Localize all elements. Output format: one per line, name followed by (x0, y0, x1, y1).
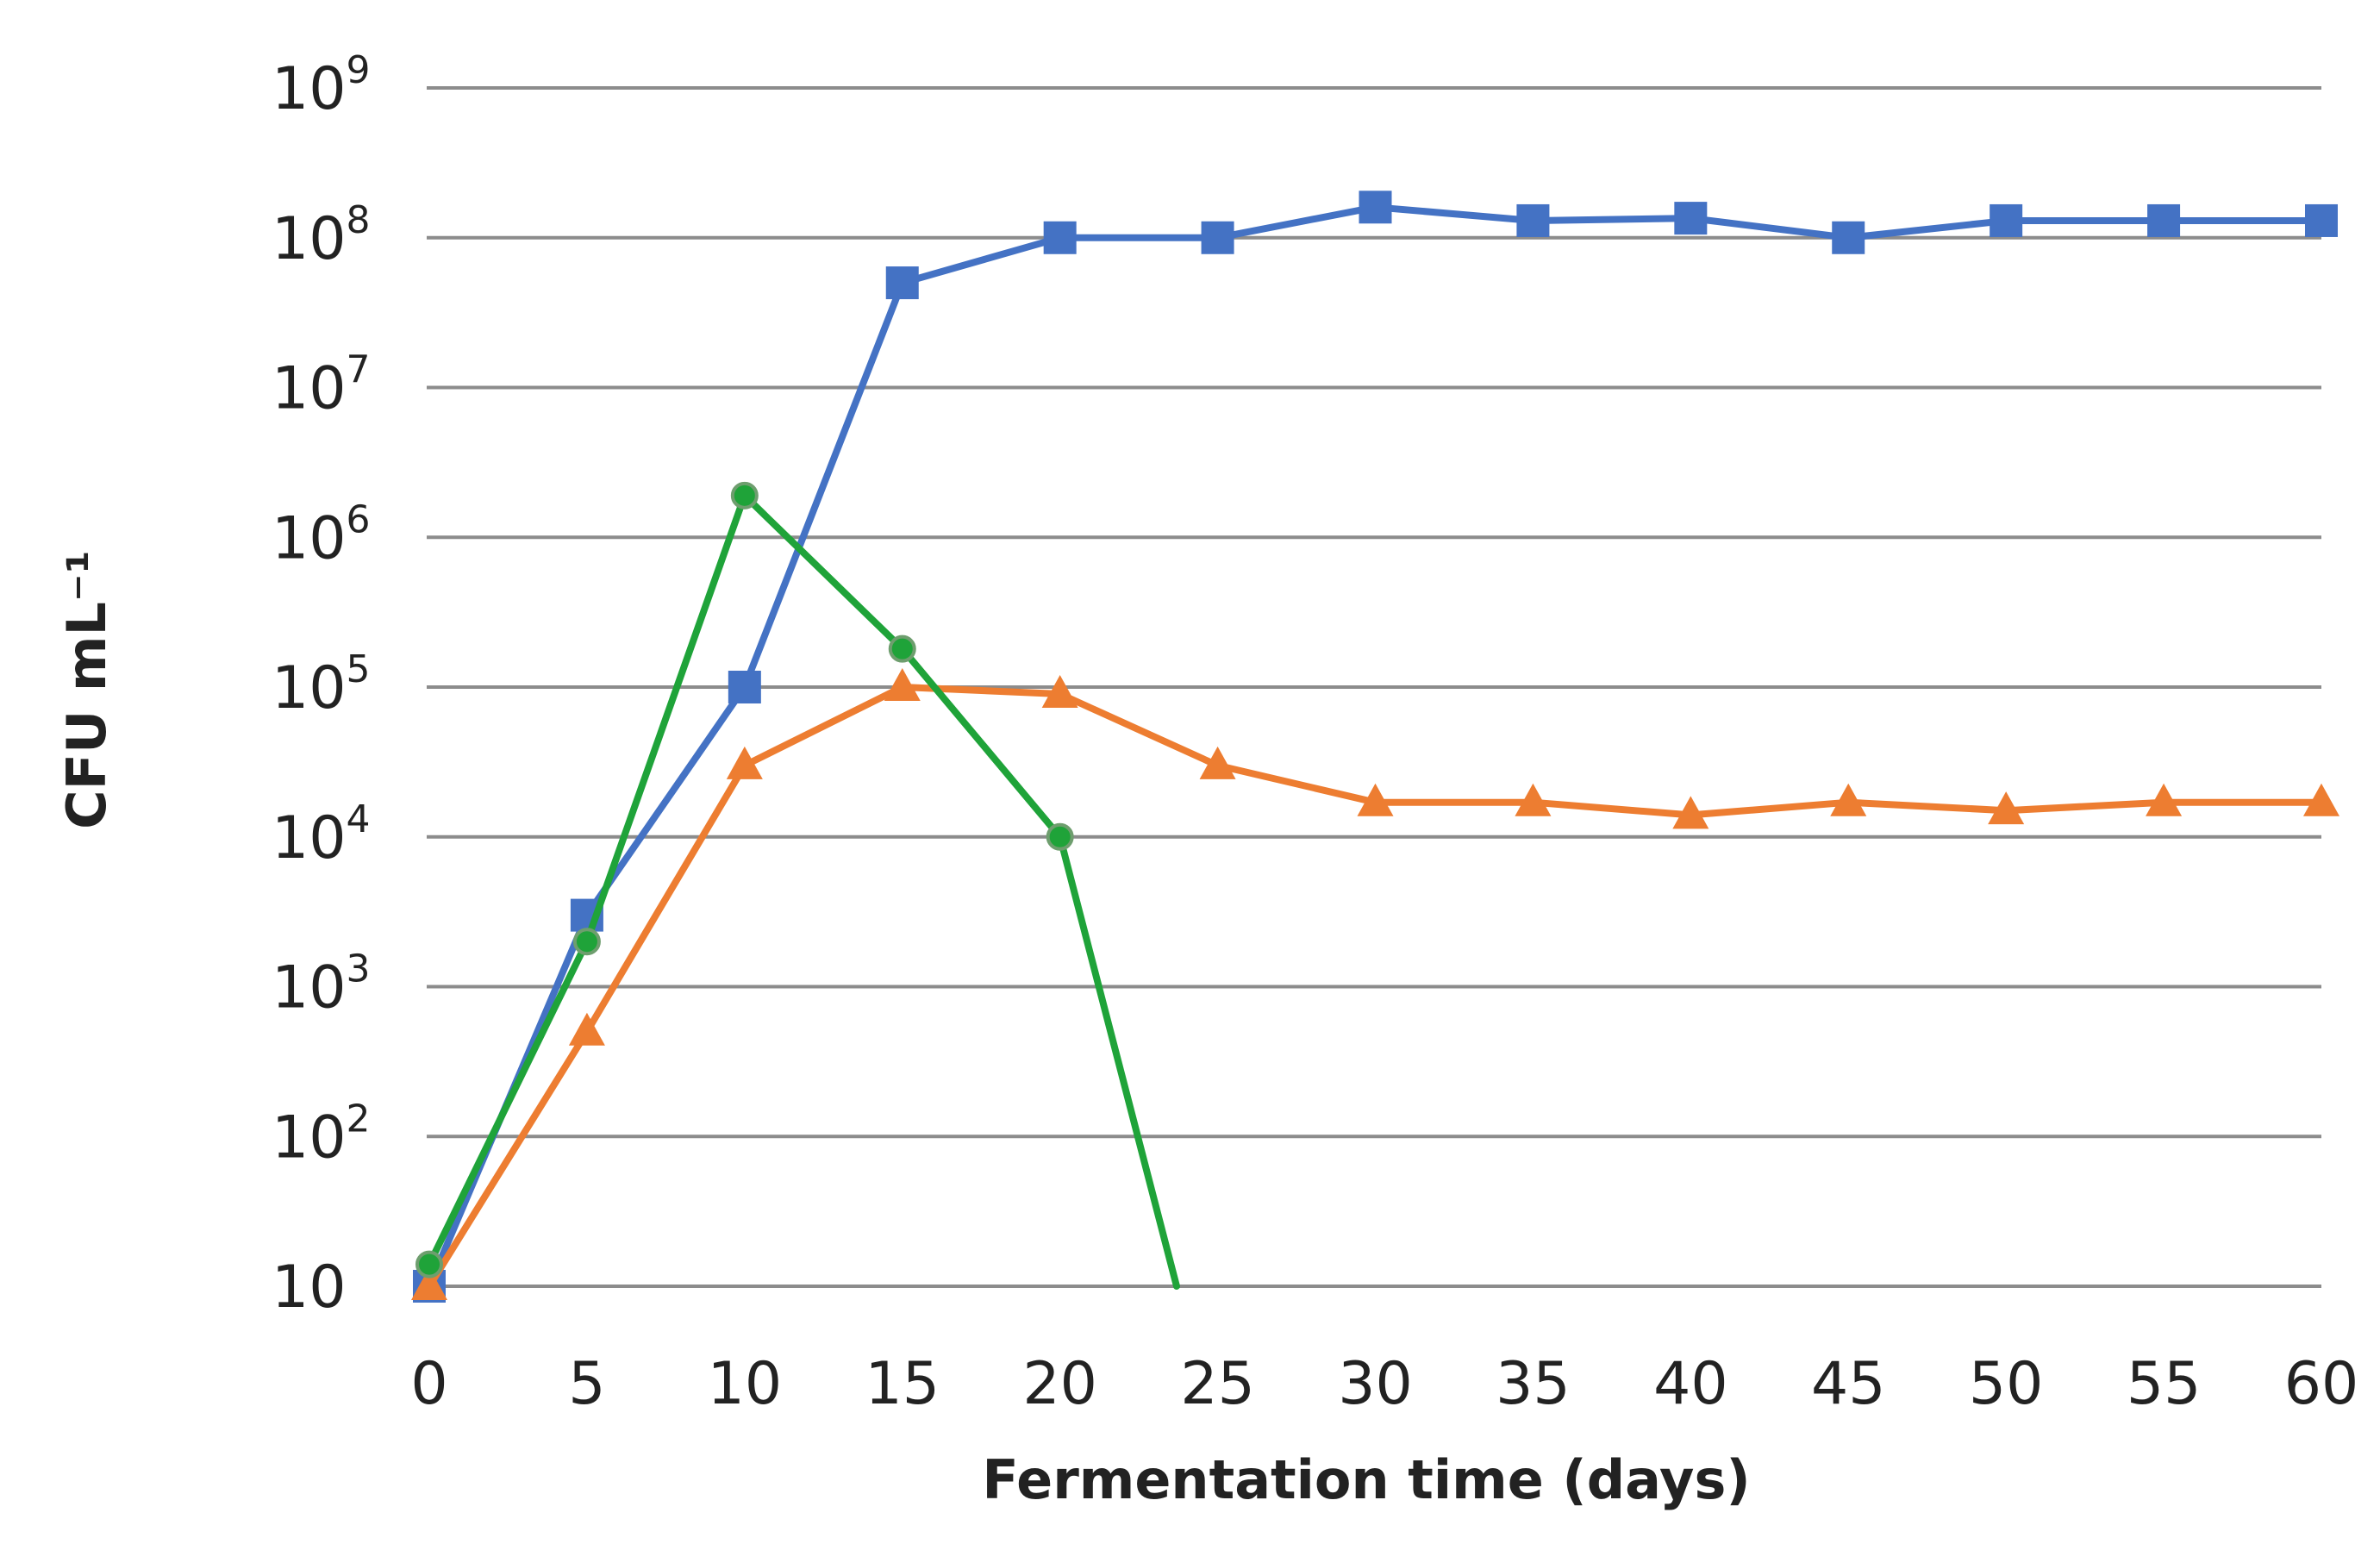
data-point (885, 266, 919, 300)
data-point (888, 634, 916, 663)
data-point (1357, 783, 1394, 816)
x-tick-label: 15 (865, 1350, 940, 1418)
y-tick-label: 10 (272, 1253, 347, 1322)
y-tick-exponent: 9 (347, 48, 371, 92)
data-point (1990, 203, 2023, 237)
y-tick-label: 107 (272, 348, 371, 423)
series-3 (415, 481, 1180, 1290)
data-point (1516, 203, 1550, 237)
x-axis-title: Fermentation time (days) (982, 1448, 1750, 1511)
data-point (1988, 791, 2025, 825)
y-tick-label: 109 (272, 48, 371, 123)
data-point (415, 1250, 443, 1278)
x-tick-label: 30 (1338, 1350, 1413, 1418)
series-layer (411, 191, 2339, 1303)
x-tick-label: 45 (1811, 1350, 1886, 1418)
y-tick-base: 10 (272, 1103, 347, 1172)
data-point (1201, 221, 1234, 254)
data-point (728, 671, 761, 703)
data-point (1359, 191, 1392, 224)
data-point (1672, 796, 1709, 829)
y-tick-base: 10 (272, 55, 347, 123)
y-tick-exponent: 8 (347, 198, 371, 242)
y-axis-title: CFU mL⁻¹ (55, 550, 118, 829)
y-tick-label: 102 (272, 1097, 371, 1172)
y-tick-label: 105 (272, 647, 371, 722)
data-point (568, 1012, 605, 1046)
data-point (730, 481, 759, 509)
y-tick-label: 104 (272, 797, 371, 872)
x-tick-label: 10 (708, 1350, 783, 1418)
y-tick-exponent: 3 (347, 947, 371, 991)
grid-lines (427, 86, 2321, 1288)
series-1-line (426, 203, 2325, 1290)
data-point (1830, 783, 1867, 816)
y-tick-exponent: 4 (347, 797, 371, 841)
data-point (2146, 783, 2183, 816)
y-tick-exponent: 2 (347, 1097, 371, 1141)
y-tick-base: 10 (272, 355, 347, 423)
data-point (411, 1267, 447, 1300)
data-point (884, 668, 921, 701)
data-point (1043, 221, 1077, 254)
y-tick-label: 106 (272, 497, 371, 572)
x-tick-label: 50 (1969, 1350, 2044, 1418)
x-tick-label: 20 (1022, 1350, 1097, 1418)
y-tick-label: 103 (272, 947, 371, 1022)
x-tick-label: 25 (1180, 1350, 1255, 1418)
data-point (1046, 822, 1074, 851)
data-point (1832, 221, 1865, 254)
y-tick-base: 10 (272, 1253, 347, 1322)
y-tick-label: 108 (272, 198, 371, 273)
data-point (1199, 746, 1236, 779)
y-tick-base: 10 (272, 804, 347, 872)
data-point (1515, 783, 1552, 816)
data-point (1041, 674, 1078, 708)
x-tick-label: 5 (568, 1350, 605, 1418)
y-tick-base: 10 (272, 205, 347, 273)
x-tick-label: 0 (410, 1350, 447, 1418)
x-tick-label: 40 (1653, 1350, 1728, 1418)
x-tick-label: 60 (2284, 1350, 2359, 1418)
data-point (2303, 783, 2339, 816)
data-point (2147, 203, 2181, 237)
y-tick-base: 10 (272, 504, 347, 572)
series-3-line (426, 491, 1180, 1290)
series-2 (411, 668, 2339, 1300)
data-point (572, 928, 601, 956)
y-tick-exponent: 5 (347, 647, 371, 691)
x-tick-label: 55 (2127, 1350, 2202, 1418)
y-tick-base: 10 (272, 654, 347, 722)
data-point (726, 746, 763, 779)
data-point (1674, 202, 1708, 235)
y-tick-exponent: 7 (347, 348, 371, 392)
y-tick-base: 10 (272, 954, 347, 1022)
y-tick-exponent: 6 (347, 497, 371, 541)
x-axis-ticks: 0 5 10 15 20 25 30 35 40 45 50 55 60 (410, 1350, 2358, 1418)
data-point (2305, 203, 2338, 237)
x-tick-label: 35 (1496, 1350, 1571, 1418)
